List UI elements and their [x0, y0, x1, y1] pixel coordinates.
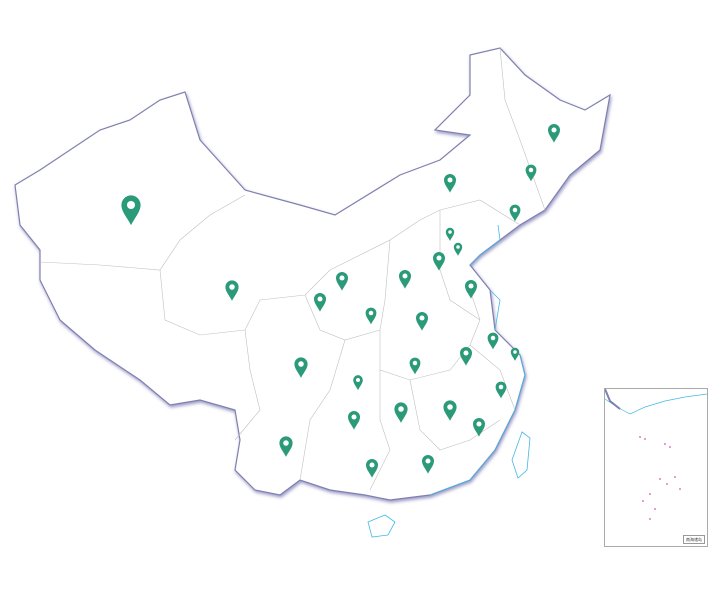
map-pin-icon[interactable]	[465, 280, 477, 299]
map-pin-icon[interactable]	[314, 293, 326, 312]
map-pin-dot	[447, 404, 453, 410]
map-pin-icon[interactable]	[416, 312, 428, 331]
map-pin-icon[interactable]	[453, 242, 463, 256]
map-pin-dot	[369, 462, 375, 468]
map-pin-dot	[412, 360, 418, 366]
map-pin-dot	[368, 310, 374, 316]
map-pin-dot	[398, 406, 404, 412]
map-pin-icon[interactable]	[294, 357, 308, 378]
map-pin-icon[interactable]	[444, 174, 456, 193]
map-pin-dot	[551, 127, 557, 133]
map-pin-icon[interactable]	[422, 455, 434, 474]
map-pin-icon[interactable]	[460, 347, 472, 366]
map-pin-icon[interactable]	[509, 204, 521, 222]
map-pin-dot	[463, 350, 469, 356]
map-pin-dot	[419, 315, 425, 321]
map-pin-icon[interactable]	[394, 402, 408, 423]
map-pin-dot	[447, 177, 453, 183]
map-pin-icon[interactable]	[443, 400, 457, 421]
map-pin-icon[interactable]	[225, 280, 239, 301]
map-pin-icon[interactable]	[473, 418, 485, 437]
map-pin-dot	[468, 283, 474, 289]
map-pin-dot	[456, 245, 460, 249]
map-pin-dot	[476, 421, 482, 427]
map-pin-icon[interactable]	[279, 436, 293, 457]
inset-map	[604, 388, 708, 520]
map-pin-dot	[425, 458, 431, 464]
map-pin-icon[interactable]	[525, 164, 537, 182]
map-pin-dot	[229, 284, 235, 290]
map-pin-dot	[351, 414, 357, 420]
province-borders	[39, 47, 546, 491]
map-pin-dot	[528, 167, 534, 173]
map-pin-icon[interactable]	[409, 357, 421, 375]
map-pin-dot	[490, 335, 496, 341]
map-pin-icon[interactable]	[336, 272, 348, 291]
map-pin-icon[interactable]	[487, 332, 499, 350]
map-pin-icon[interactable]	[353, 375, 363, 391]
map-pin-icon[interactable]	[510, 347, 520, 361]
map-pin-icon[interactable]	[348, 411, 360, 430]
map-pin-dot	[283, 440, 289, 446]
map-pin-icon[interactable]	[399, 270, 411, 289]
map-pin-dot	[436, 255, 442, 261]
map-pin-dot	[355, 377, 361, 383]
map-pin-icon[interactable]	[121, 195, 141, 226]
map-pin-icon[interactable]	[495, 381, 507, 399]
china-outline	[14, 47, 611, 501]
map-pin-icon[interactable]	[548, 124, 560, 143]
map-pin-dot	[448, 230, 452, 234]
hainan-island	[367, 514, 396, 538]
map-pin-dot	[402, 273, 408, 279]
inset-title: 南海诸岛	[683, 535, 705, 544]
coastline-rivers	[429, 224, 526, 496]
taiwan-island	[511, 431, 531, 479]
map-pin-icon[interactable]	[366, 459, 378, 478]
map-pin-icon[interactable]	[433, 252, 445, 271]
map-pin-dot	[298, 361, 304, 367]
map-pin-dot	[512, 207, 518, 213]
south-china-sea-inset: 南海诸岛	[604, 388, 708, 547]
map-pin-dot	[126, 200, 136, 210]
map-pin-dot	[498, 384, 504, 390]
map-pin-icon[interactable]	[445, 227, 455, 241]
marker-layer	[121, 124, 560, 478]
map-pin-dot	[513, 350, 517, 354]
map-pin-icon[interactable]	[365, 307, 377, 325]
map-pin-dot	[339, 275, 345, 281]
map-pin-dot	[317, 296, 323, 302]
